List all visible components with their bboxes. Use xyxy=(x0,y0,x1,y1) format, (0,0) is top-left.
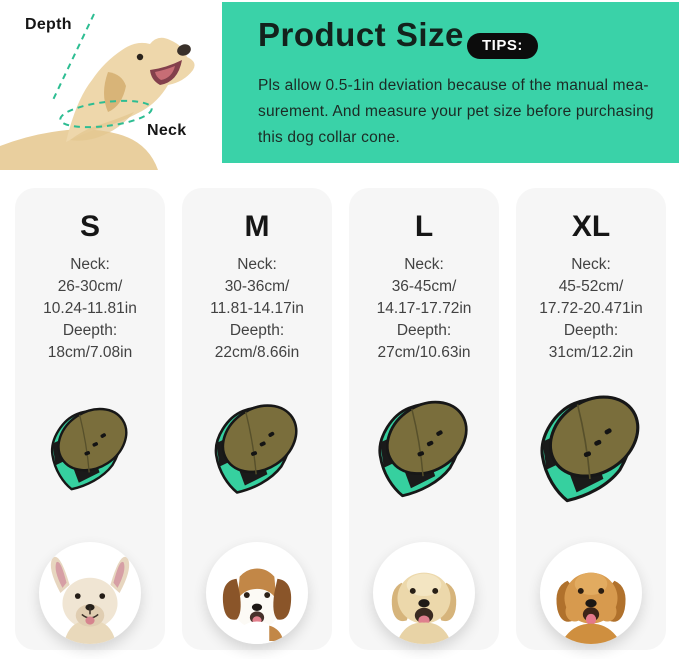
neck-label: Neck xyxy=(147,122,187,139)
product-size-panel: Product Size TIPS: Pls allow 0.5-1in dev… xyxy=(222,2,679,163)
page-title: Product Size xyxy=(258,16,464,53)
dog-photo-golden-retriever xyxy=(540,542,642,644)
spec-line: Deepth: xyxy=(229,322,285,339)
size-specs: Neck: 26-30cm/ 10.24-11.81in Deepth: 18c… xyxy=(15,254,165,364)
spec-line: Deepth: xyxy=(396,322,452,339)
spec-line: 11.81-14.17in xyxy=(210,300,304,317)
measured-dog-photo xyxy=(0,13,195,170)
note-line-1: Pls allow 0.5-1in deviation because of t… xyxy=(258,77,649,94)
cone-product-image xyxy=(15,374,165,526)
spec-line: 45-52cm/ xyxy=(558,278,624,295)
size-letter: XL xyxy=(571,210,611,243)
spec-line: 31cm/12.2in xyxy=(548,344,634,361)
cone-product-image xyxy=(516,374,666,526)
spec-line: 30-36cm/ xyxy=(224,278,290,295)
size-letter: L xyxy=(414,210,434,243)
size-specs: Neck: 36-45cm/ 14.17-17.72in Deepth: 27c… xyxy=(349,254,499,364)
spec-line: 36-45cm/ xyxy=(391,278,457,295)
spec-line: 26-30cm/ xyxy=(57,278,123,295)
spec-line: Neck: xyxy=(404,256,444,273)
size-letter: M xyxy=(244,210,270,243)
size-card-s: S Neck: 26-30cm/ 10.24-11.81in Deepth: 1… xyxy=(15,188,165,650)
cone-product-image xyxy=(349,374,499,526)
size-card-m: M Neck: 30-36cm/ 11.81-14.17in Deepth: 2… xyxy=(182,188,332,650)
size-card-xl: XL Neck: 45-52cm/ 17.72-20.471in Deepth:… xyxy=(516,188,666,650)
dog-photo-beagle xyxy=(206,542,308,644)
spec-line: 18cm/7.08in xyxy=(47,344,133,361)
depth-dashed-line xyxy=(51,13,95,103)
depth-label: Depth xyxy=(25,16,72,33)
dog-measurement-diagram: Depth Neck xyxy=(0,0,220,170)
neck-dashed-ellipse xyxy=(59,99,153,129)
size-card-l: L Neck: 36-45cm/ 14.17-17.72in Deepth: 2… xyxy=(349,188,499,650)
spec-line: 17.72-20.471in xyxy=(539,300,643,317)
note-line-3: this dog collar cone. xyxy=(258,129,401,146)
size-letter: S xyxy=(79,210,100,243)
tips-badge: TIPS: xyxy=(467,33,538,59)
spec-line: Neck: xyxy=(571,256,611,273)
spec-line: 14.17-17.72in xyxy=(376,300,472,317)
cone-product-image xyxy=(182,374,332,526)
size-specs: Neck: 45-52cm/ 17.72-20.471in Deepth: 31… xyxy=(516,254,666,364)
measurement-note: Pls allow 0.5-1in deviation because of t… xyxy=(258,73,664,151)
spec-line: Deepth: xyxy=(563,322,619,339)
size-cards-row: S Neck: 26-30cm/ 10.24-11.81in Deepth: 1… xyxy=(15,188,666,650)
spec-line: 10.24-11.81in xyxy=(43,300,137,317)
dog-photo-yellow-labrador xyxy=(373,542,475,644)
size-specs: Neck: 30-36cm/ 11.81-14.17in Deepth: 22c… xyxy=(182,254,332,364)
dog-photo-french-bulldog xyxy=(39,542,141,644)
spec-line: Deepth: xyxy=(62,322,118,339)
spec-line: 27cm/10.63in xyxy=(377,344,471,361)
spec-line: Neck: xyxy=(237,256,277,273)
note-line-2: surement. And measure your pet size befo… xyxy=(258,103,654,120)
spec-line: 22cm/8.66in xyxy=(214,344,300,361)
spec-line: Neck: xyxy=(70,256,110,273)
